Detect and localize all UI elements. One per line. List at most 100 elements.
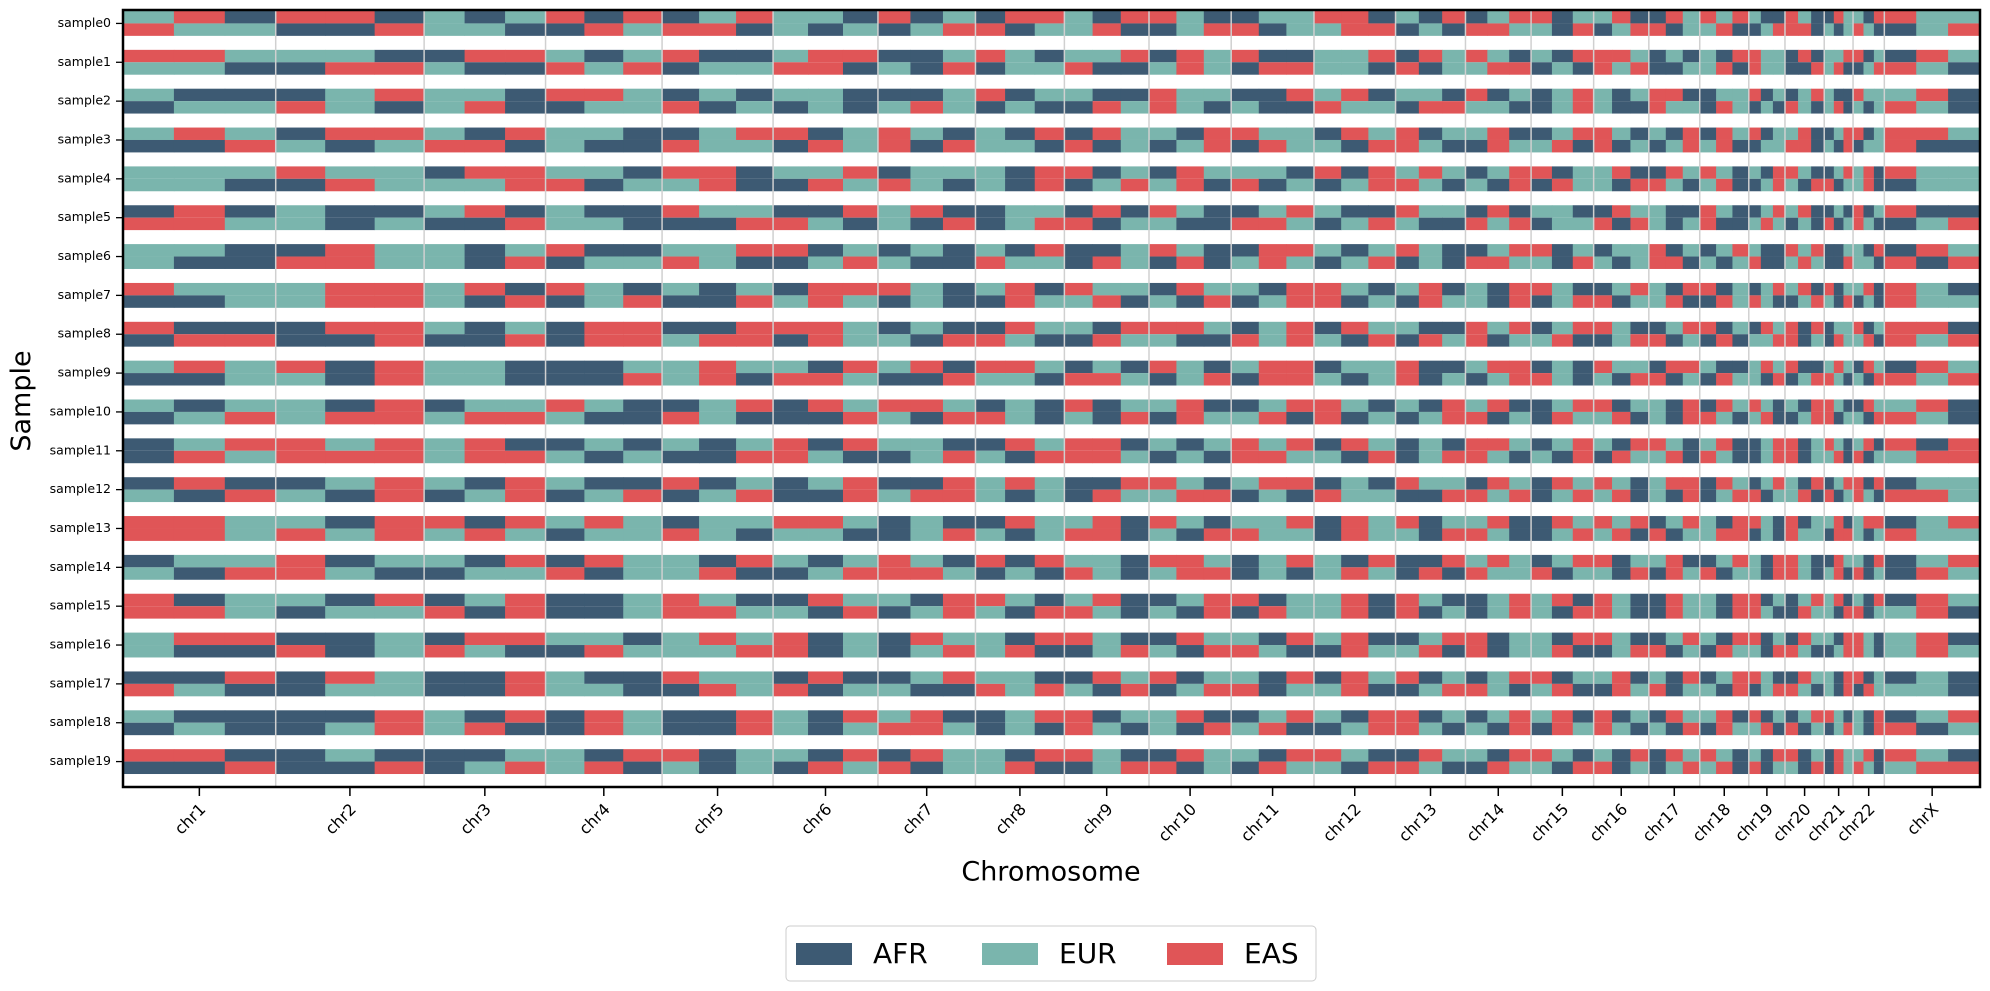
ancestry-segment [325, 645, 376, 658]
ancestry-segment [1368, 477, 1396, 490]
ancestry-segment [1149, 295, 1177, 308]
ancestry-segment [1465, 438, 1488, 451]
ancestry-segment [1732, 632, 1750, 646]
ancestry-segment [1149, 477, 1177, 490]
ancestry-segment [1760, 671, 1774, 684]
ancestry-segment [736, 411, 774, 425]
ancestry-segment [1418, 217, 1443, 231]
ancestry-segment [773, 321, 809, 335]
ancestry-segment [1873, 645, 1885, 658]
ancestry-segment [1665, 516, 1684, 529]
ancestry-segment [1833, 645, 1844, 658]
ancestry-segment [1465, 722, 1488, 736]
ancestry-segment [1551, 127, 1574, 140]
ancestry-segment [842, 373, 879, 386]
ancestry-segment [1612, 139, 1631, 153]
ancestry-segment [623, 749, 663, 762]
ancestry-segment [374, 295, 425, 308]
ancestry-segment [1509, 373, 1532, 386]
ancestry-segment [1203, 683, 1232, 697]
ancestry-segment [736, 178, 774, 192]
ancestry-segment [584, 477, 624, 490]
ancestry-segment [1120, 244, 1150, 257]
ancestry-segment [1699, 722, 1717, 736]
ancestry-segment [1760, 749, 1774, 762]
ancestry-segment [1509, 749, 1532, 762]
ancestry-segment [464, 606, 506, 619]
ancestry-segment [1853, 139, 1864, 153]
ancestry-segment [1203, 360, 1232, 374]
ancestry-segment [1442, 710, 1466, 723]
ancestry-segment [1258, 683, 1287, 697]
ancestry-segment [877, 411, 911, 425]
ancestry-segment [275, 528, 326, 541]
ancestry-segment [1368, 334, 1396, 347]
ancestry-segment [1630, 710, 1650, 723]
ancestry-segment [1863, 593, 1875, 607]
ancestry-segment [1863, 567, 1875, 580]
ancestry-segment [1149, 127, 1177, 140]
ancestry-segment [1442, 489, 1466, 503]
ancestry-segment [1064, 567, 1093, 580]
ancestry-segment [736, 632, 774, 646]
ancestry-segment [464, 722, 506, 736]
ancestry-segment [1341, 438, 1369, 451]
ancestry-segment [1176, 671, 1205, 684]
ancestry-segment [1612, 11, 1631, 24]
ancestry-segment [1716, 671, 1733, 684]
ancestry-segment [1286, 334, 1315, 347]
ancestry-segment [1572, 489, 1595, 503]
ancestry-segment [1863, 722, 1875, 736]
ancestry-segment [1551, 645, 1574, 658]
ancestry-segment [1612, 178, 1631, 192]
ancestry-segment [1760, 710, 1774, 723]
ancestry-segment [1824, 528, 1835, 541]
ancestry-segment [1120, 516, 1150, 529]
ancestry-segment [1833, 321, 1844, 335]
ancestry-segment [1465, 632, 1488, 646]
ancestry-segment [975, 528, 1006, 541]
ancestry-segment [1843, 127, 1854, 140]
ancestry-segment [1593, 671, 1613, 684]
ancestry-segment [1772, 244, 1786, 257]
ancestry-segment [374, 321, 425, 335]
ancestry-segment [1811, 62, 1825, 75]
ancestry-segment [1612, 411, 1631, 425]
ancestry-segment [1286, 23, 1315, 36]
ancestry-segment [1509, 450, 1532, 464]
ancestry-segment [1760, 217, 1774, 231]
ancestry-segment [1833, 178, 1844, 192]
ancestry-segment [1772, 373, 1786, 386]
ancestry-segment [1630, 399, 1650, 412]
ancestry-segment [623, 217, 663, 231]
ancestry-segment [1798, 11, 1812, 24]
ancestry-segment [910, 49, 944, 63]
ancestry-segment [1824, 11, 1835, 24]
ancestry-segment [1884, 528, 1917, 541]
ancestry-segment [1176, 244, 1205, 257]
ancestry-segment [1064, 671, 1093, 684]
ancestry-segment [1531, 438, 1553, 451]
ancestry-segment [1341, 334, 1369, 347]
ancestry-segment [942, 244, 976, 257]
ancestry-segment [773, 450, 809, 464]
ancestry-segment [1064, 282, 1093, 296]
ancestry-segment [1442, 567, 1466, 580]
ancestry-segment [1682, 528, 1701, 541]
ancestry-segment [1572, 11, 1595, 24]
ancestry-segment [123, 761, 175, 775]
ancestry-segment [1748, 101, 1762, 114]
ancestry-segment [1313, 683, 1342, 697]
ancestry-segment [1784, 373, 1799, 386]
ancestry-segment [1509, 489, 1532, 503]
ancestry-segment [1748, 567, 1762, 580]
ancestry-segment [1916, 489, 1949, 503]
ancestry-segment [1948, 334, 1981, 347]
ancestry-segment [1784, 88, 1799, 102]
ancestry-segment [842, 127, 879, 140]
ancestry-segment [1286, 710, 1315, 723]
ancestry-segment [1760, 101, 1774, 114]
ancestry-segment [808, 645, 844, 658]
ancestry-segment [877, 761, 911, 775]
